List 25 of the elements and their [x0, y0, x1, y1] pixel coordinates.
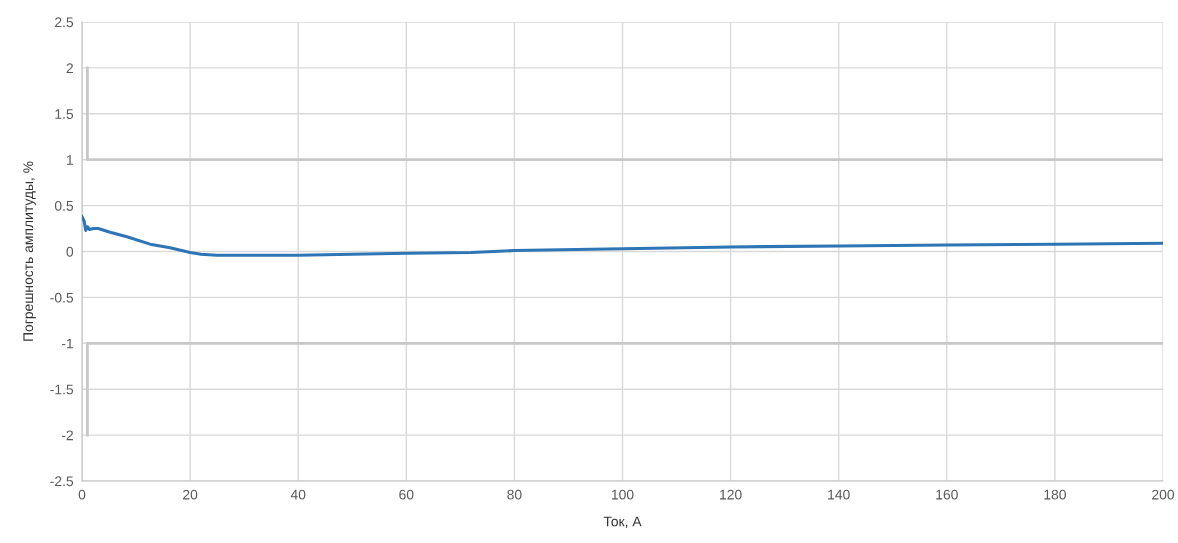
- x-tick-label: 0: [78, 489, 86, 500]
- x-tick-label: 120: [720, 489, 742, 500]
- x-tick-label: 140: [828, 489, 850, 500]
- x-tick-label: 80: [507, 489, 522, 500]
- y-tick-label: -0.5: [50, 292, 74, 303]
- y-tick-label: 1.5: [55, 109, 74, 119]
- y-tick-label: 1: [67, 155, 73, 165]
- y-tick-label: -2.5: [50, 476, 74, 487]
- y-tick-label: -1: [61, 338, 73, 349]
- y-tick-label: 2: [66, 63, 73, 73]
- x-axis-title: Ток, А: [603, 516, 642, 529]
- y-tick-label: 0.5: [54, 200, 74, 211]
- x-tick-label: 200: [1152, 489, 1175, 500]
- x-tick-label: 60: [399, 489, 414, 500]
- y-tick-label: 2.5: [55, 17, 74, 28]
- y-tick-label: 0: [66, 246, 74, 257]
- x-tick-label: 160: [936, 489, 958, 500]
- x-tick-label: 20: [183, 489, 198, 500]
- y-tick-label: -2: [61, 430, 73, 441]
- x-tick-label: 180: [1044, 489, 1066, 500]
- line-series: [82, 215, 1163, 257]
- x-tick-label: 40: [290, 489, 306, 500]
- x-tick-label: 100: [611, 489, 634, 500]
- y-axis-title: Погрешность амплитуды, %: [23, 161, 36, 341]
- y-tick-label: -1.5: [50, 384, 74, 395]
